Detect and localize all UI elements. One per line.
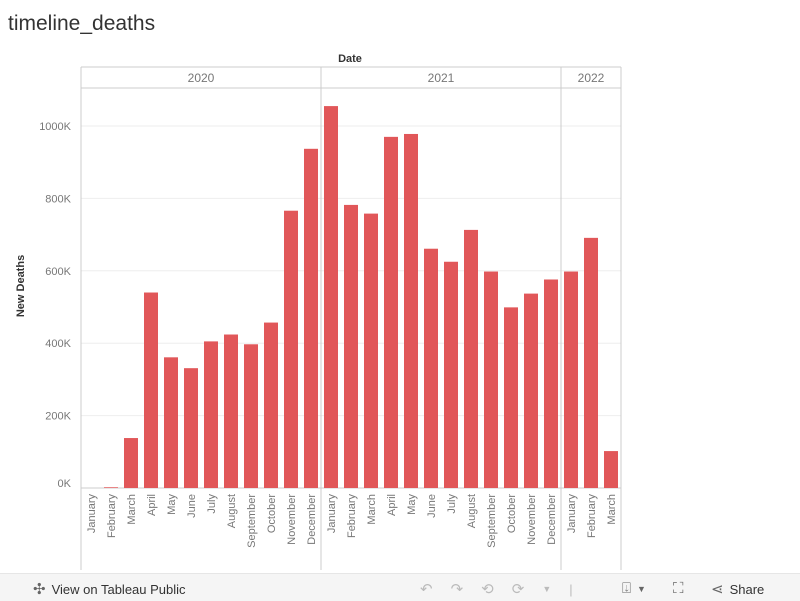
x-tick-label: April [386,494,398,516]
download-button[interactable]: ⍗ ▼ [622,580,646,597]
bar [364,213,378,488]
view-on-tableau-button[interactable]: ✣ View on Tableau Public [33,580,186,598]
bar [304,148,318,488]
undo-icon[interactable]: ↶ [420,581,433,598]
bar [124,438,138,488]
bar-chart: 0K 200K 400K 600K 800K 1000K Date New Deaths 202… [15,53,622,570]
bar [544,279,558,488]
x-tick-label: October [506,494,518,533]
refresh-icon[interactable]: ⟳ [511,581,525,598]
bar [504,307,518,488]
download-icon: ⍗ [622,580,632,597]
y-tick-label: 200K [45,411,71,423]
x-tick-label: March [366,494,378,525]
share-button[interactable]: ⋖ Share [711,580,764,598]
fullscreen-icon: ⛶ [673,580,684,597]
x-tick-label: September [246,494,258,548]
bar [284,210,298,488]
x-tick-label: January [566,494,578,534]
x-tick-label: October [266,494,278,533]
bar [224,334,238,488]
bar [184,368,198,488]
view-on-tableau-label: View on Tableau Public [51,581,186,597]
x-tick-label: February [346,494,358,539]
x-tick-label: August [466,494,478,528]
x-tick-label: May [406,494,418,515]
bar [324,106,338,488]
y-tick-label: 800K [45,193,71,205]
tableau-logo-icon: ✣ [33,581,46,598]
y-tick-label: 400K [45,338,71,350]
bar [144,292,158,488]
x-tick-label: March [606,494,618,525]
bar [264,322,278,488]
y-axis-title: New Deaths [15,255,27,317]
bar [344,204,358,488]
x-tick-label: July [206,494,218,514]
x-tick-label: July [446,494,458,514]
x-tick-label: February [106,494,118,539]
x-axis-title: Date [338,53,362,65]
toolbar: ✣ View on Tableau Public ↶ ↷ ⟲ ⟳ ▼ | ⍗ ▼ … [0,573,800,601]
bar [484,271,498,488]
revert-icon[interactable]: ⟲ [481,581,494,598]
x-tick-label: December [306,494,318,545]
bar [384,136,398,489]
x-tick-label: March [126,494,138,525]
x-tick-label: September [486,494,498,548]
fullscreen-button[interactable]: ⛶ [673,580,684,597]
y-tick-label: 600K [45,266,71,278]
year-header-label: 2022 [578,71,605,85]
bar [244,344,258,488]
bar [404,133,418,489]
y-tick-label: 1000K [39,121,71,133]
redo-icon[interactable]: ↷ [450,581,464,598]
bar [104,487,118,488]
bar [444,261,458,488]
x-tick-label: May [166,494,178,515]
bar [564,271,578,488]
divider: | [569,581,573,597]
x-tick-label: February [586,494,598,539]
bar [524,293,538,488]
x-tick-label: June [426,494,438,518]
bar [464,229,478,489]
share-label: Share [729,581,765,597]
x-tick-label: June [186,494,198,518]
chevron-down-icon: ▼ [637,583,646,594]
y-tick-label: 0K [58,478,72,490]
bar [164,357,178,488]
year-header-label: 2021 [428,71,455,85]
bar [204,341,218,488]
x-tick-label: November [526,494,538,545]
bar [424,248,438,488]
x-tick-label: January [326,494,338,534]
x-tick-label: December [546,494,558,545]
x-tick-label: January [86,494,98,534]
chart-title: timeline_deaths [8,12,156,35]
year-header-label: 2020 [188,71,215,85]
bar [584,237,598,488]
bar [604,451,618,488]
chevron-down-icon[interactable]: ▼ [542,584,552,594]
x-tick-label: November [286,494,298,545]
x-tick-label: August [226,494,238,528]
share-icon: ⋖ [711,581,724,598]
x-tick-label: April [146,494,158,516]
